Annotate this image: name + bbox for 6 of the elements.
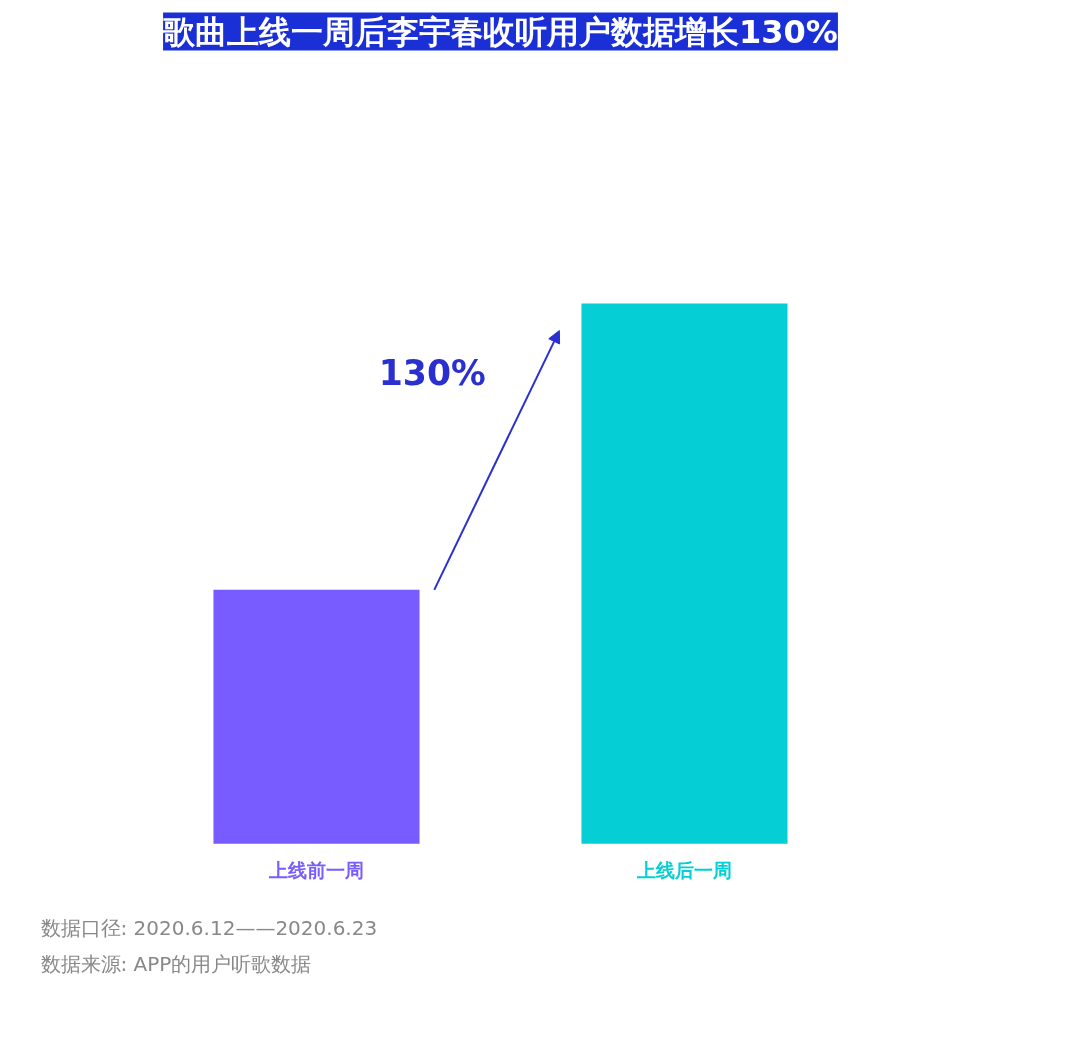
chart-title: 歌曲上线一周后李宇春收听用户数据增长130% [162, 12, 838, 51]
annotation: 130% [378, 352, 486, 393]
x-tick-label: 上线前一周 [268, 860, 364, 882]
text: 数据口径: 2020.6.12——2020.6.23 [40, 915, 378, 940]
x-tick-label: 上线后一周 [636, 860, 732, 882]
source-note: 数据来源: APP的用户听歌数据 [40, 951, 312, 976]
